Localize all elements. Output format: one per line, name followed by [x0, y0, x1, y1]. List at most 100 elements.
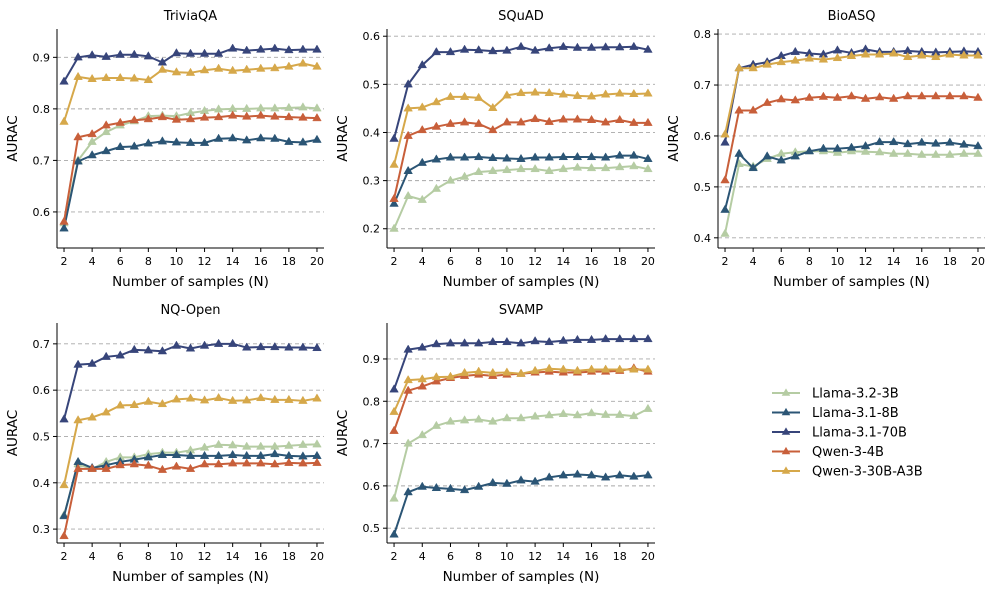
- chart-title: BioASQ: [828, 9, 876, 24]
- data-point: [270, 341, 280, 351]
- data-point: [157, 136, 168, 145]
- data-point: [389, 193, 399, 202]
- data-point: [600, 163, 611, 172]
- data-point: [643, 153, 653, 162]
- data-point: [629, 117, 639, 126]
- legend-label: Qwen-3-4B: [812, 445, 884, 460]
- data-point: [157, 449, 168, 459]
- y-tick-label: 0.9: [363, 353, 381, 366]
- legend-label: Llama-3.1-8B: [812, 406, 899, 421]
- data-point: [312, 439, 322, 448]
- data-point: [762, 59, 772, 68]
- data-point: [572, 365, 583, 374]
- data-point: [572, 334, 583, 343]
- data-point: [530, 152, 540, 161]
- chart-triviaqa: 0.6 0.7 0.8 0.9 2 4 6 8 10 12 14 16 18 20 TriviaQA Numb…: [5, 9, 324, 290]
- data-point: [312, 450, 322, 459]
- data-point: [558, 364, 569, 373]
- data-point: [101, 51, 111, 60]
- data-point: [445, 118, 456, 127]
- series-llama-3-2-3b: [389, 161, 653, 232]
- data-point: [488, 152, 498, 162]
- data-point: [298, 342, 308, 351]
- series-line: [63, 461, 318, 537]
- x-tick-label: 12: [528, 255, 542, 268]
- data-point: [544, 336, 554, 346]
- x-tick-label: 14: [556, 255, 570, 268]
- data-point: [403, 130, 413, 139]
- data-point: [256, 441, 266, 450]
- x-tick-label: 8: [806, 255, 813, 268]
- y-tick-label: 0.5: [363, 78, 381, 91]
- data-point: [256, 110, 266, 119]
- series-qwen-3-4b: [720, 91, 983, 184]
- data-point: [445, 483, 456, 492]
- series-llama-3-1-8b: [59, 448, 322, 520]
- data-point: [101, 72, 111, 81]
- y-tick-label: 0.7: [33, 338, 51, 351]
- data-point: [185, 114, 196, 123]
- x-tick-label: 10: [830, 255, 844, 268]
- series-llama-3-1-8b: [389, 469, 653, 538]
- data-point: [790, 151, 801, 160]
- data-point: [959, 50, 969, 59]
- y-tick-label: 0.6: [33, 384, 51, 397]
- data-point: [945, 137, 955, 146]
- data-point: [73, 156, 83, 165]
- data-point: [762, 97, 772, 106]
- data-point: [544, 410, 554, 419]
- data-point: [832, 143, 843, 152]
- data-point: [530, 113, 540, 123]
- x-tick-label: 16: [915, 255, 929, 268]
- data-point: [459, 44, 470, 53]
- data-point: [284, 61, 294, 70]
- data-point: [389, 493, 399, 502]
- data-point: [431, 183, 442, 192]
- x-tick-label: 2: [722, 255, 729, 268]
- x-tick-label: 6: [117, 255, 124, 268]
- series-line: [393, 473, 649, 535]
- data-point: [643, 88, 653, 97]
- series-qwen-3-30b-a3b: [389, 363, 653, 415]
- data-point: [734, 63, 744, 72]
- series-line: [63, 114, 318, 222]
- data-point: [227, 458, 238, 467]
- data-point: [586, 114, 597, 123]
- chart-title: NQ-Open: [160, 303, 220, 318]
- x-tick-label: 18: [943, 255, 957, 268]
- data-point: [790, 55, 801, 64]
- y-tick-label: 0.6: [363, 30, 381, 43]
- series-line: [393, 407, 649, 499]
- data-point: [530, 411, 540, 420]
- series-qwen-3-30b-a3b: [59, 392, 322, 489]
- x-tick-label: 6: [447, 550, 454, 563]
- data-point: [417, 102, 427, 111]
- data-point: [516, 163, 526, 173]
- data-point: [874, 49, 885, 58]
- data-point: [431, 339, 442, 348]
- data-point: [544, 87, 554, 97]
- x-tick-label: 18: [613, 550, 627, 563]
- data-point: [776, 155, 786, 164]
- data-point: [87, 412, 97, 421]
- data-point: [643, 333, 653, 343]
- data-point: [389, 425, 399, 434]
- data-point: [615, 42, 625, 51]
- data-point: [270, 448, 280, 458]
- data-point: [199, 48, 210, 57]
- data-point: [586, 364, 597, 373]
- x-tick-label: 20: [641, 255, 655, 268]
- data-point: [558, 470, 569, 479]
- y-axis-label: AURAC: [5, 410, 21, 456]
- data-point: [530, 476, 540, 485]
- data-point: [59, 116, 69, 125]
- data-point: [600, 333, 611, 343]
- x-tick-label: 18: [282, 550, 296, 563]
- data-point: [59, 216, 69, 225]
- data-point: [256, 133, 266, 142]
- data-point: [143, 74, 154, 84]
- data-point: [213, 48, 224, 57]
- y-tick-label: 0.4: [33, 477, 51, 490]
- data-point: [284, 457, 294, 466]
